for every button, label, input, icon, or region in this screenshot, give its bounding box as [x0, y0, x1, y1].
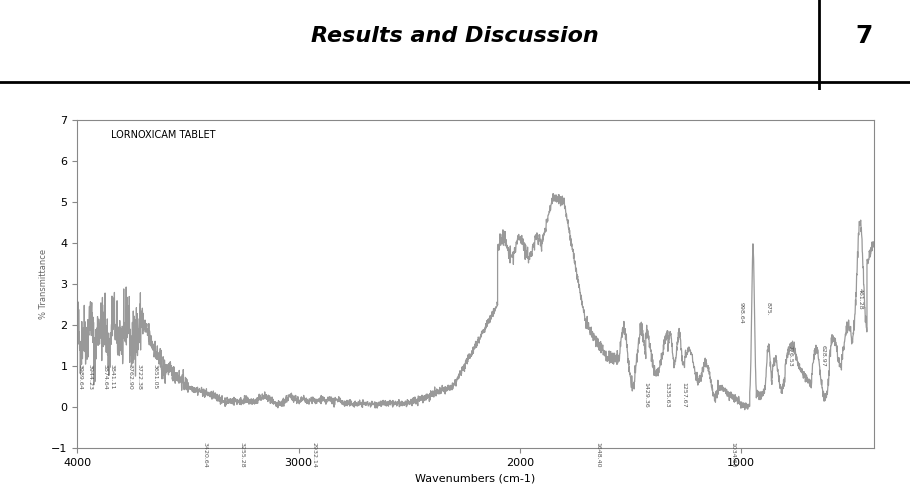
Text: 875.: 875.	[766, 302, 771, 316]
Text: 1429.36: 1429.36	[643, 382, 649, 408]
Text: 3722.38: 3722.38	[136, 364, 141, 390]
Text: 628.97: 628.97	[821, 346, 825, 367]
Text: 776.53: 776.53	[788, 346, 793, 367]
Text: 2932.14: 2932.14	[311, 442, 316, 468]
Text: 7: 7	[855, 24, 874, 48]
Y-axis label: % Transmittance: % Transmittance	[39, 249, 48, 319]
Text: 461.28: 461.28	[857, 288, 863, 310]
X-axis label: Wavenumbers (cm-1): Wavenumbers (cm-1)	[415, 474, 536, 484]
Text: 3989.64: 3989.64	[77, 364, 82, 390]
Text: 1257.67: 1257.67	[682, 382, 686, 408]
Text: 3420.64: 3420.64	[203, 442, 208, 468]
Text: 3944.23: 3944.23	[87, 364, 92, 390]
Text: 1648.40: 1648.40	[595, 442, 600, 468]
Text: 3762.90: 3762.90	[127, 364, 132, 390]
Text: 1034.60: 1034.60	[731, 442, 736, 468]
Text: 3841.11: 3841.11	[110, 364, 115, 389]
Text: 3874.64: 3874.64	[103, 364, 107, 390]
Text: 3255.28: 3255.28	[239, 442, 245, 468]
Text: Results and Discussion: Results and Discussion	[311, 26, 599, 46]
Text: 998.64: 998.64	[739, 302, 743, 324]
Text: LORNOXICAM TABLET: LORNOXICAM TABLET	[110, 130, 215, 140]
Text: 3651.05: 3651.05	[152, 364, 157, 389]
Text: 1335.63: 1335.63	[664, 382, 669, 408]
